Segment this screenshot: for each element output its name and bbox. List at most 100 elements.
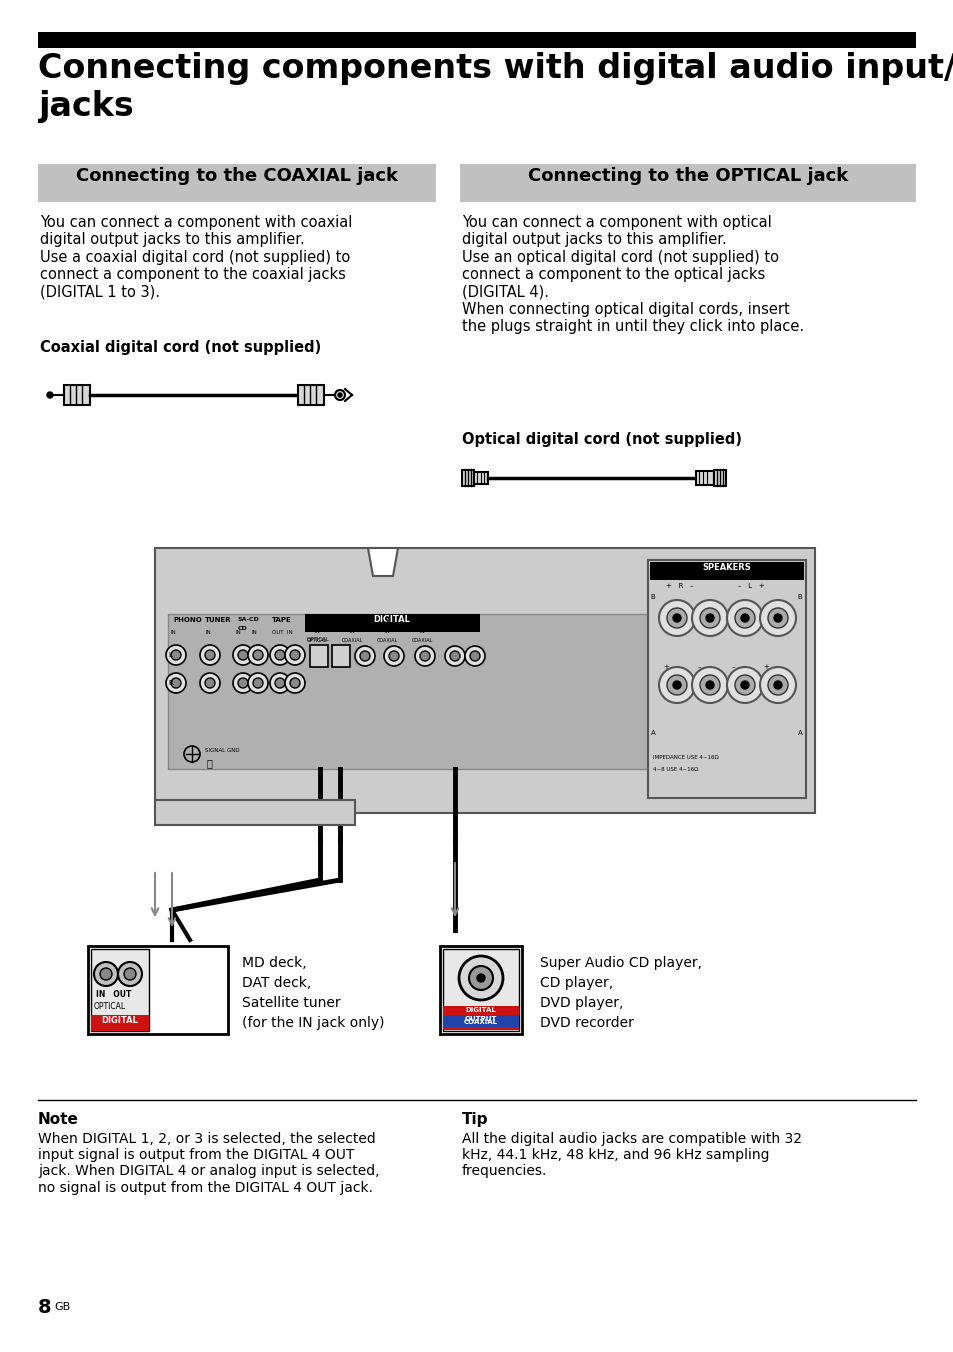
Circle shape bbox=[726, 667, 762, 703]
Circle shape bbox=[124, 968, 136, 980]
Text: SA-CD: SA-CD bbox=[237, 617, 259, 622]
Circle shape bbox=[270, 645, 290, 665]
Text: IN   OUT: IN OUT bbox=[96, 990, 132, 999]
Text: OPTICAL: OPTICAL bbox=[94, 1002, 126, 1011]
Bar bbox=[461, 470, 474, 485]
Text: 3: 3 bbox=[349, 617, 355, 626]
Circle shape bbox=[700, 608, 720, 627]
Circle shape bbox=[47, 392, 53, 397]
Circle shape bbox=[666, 608, 686, 627]
Circle shape bbox=[237, 677, 248, 688]
Text: IN: IN bbox=[205, 630, 211, 635]
Text: jacks: jacks bbox=[38, 91, 133, 123]
Circle shape bbox=[233, 645, 253, 665]
Circle shape bbox=[740, 681, 748, 690]
Text: IN: IN bbox=[251, 630, 256, 635]
Bar bbox=[38, 164, 436, 201]
Circle shape bbox=[270, 673, 290, 694]
Text: IN: IN bbox=[234, 630, 240, 635]
Text: –   L   +: – L + bbox=[738, 583, 764, 589]
Circle shape bbox=[469, 965, 493, 990]
Text: Connecting to the COAXIAL jack: Connecting to the COAXIAL jack bbox=[76, 168, 397, 185]
Bar bbox=[713, 470, 725, 485]
Text: Tip: Tip bbox=[461, 1111, 488, 1128]
Text: You can connect a component with optical
digital output jacks to this amplifier.: You can connect a component with optical… bbox=[461, 215, 803, 334]
Circle shape bbox=[248, 645, 268, 665]
Bar bbox=[168, 614, 647, 769]
Circle shape bbox=[205, 650, 214, 660]
Text: COAXIAL: COAXIAL bbox=[375, 638, 397, 644]
Text: IMPEDANCE USE 4~16Ω: IMPEDANCE USE 4~16Ω bbox=[652, 754, 718, 760]
Text: B: B bbox=[650, 594, 655, 600]
Text: IN: IN bbox=[170, 630, 175, 635]
Circle shape bbox=[237, 650, 248, 660]
Bar bbox=[64, 385, 90, 406]
Circle shape bbox=[672, 681, 680, 690]
Circle shape bbox=[355, 646, 375, 667]
Text: 8: 8 bbox=[38, 1298, 51, 1317]
Circle shape bbox=[767, 608, 787, 627]
Circle shape bbox=[415, 646, 435, 667]
Text: SIGNAL GND: SIGNAL GND bbox=[205, 748, 239, 753]
Text: MD deck,: MD deck, bbox=[242, 956, 306, 969]
Text: OUT   IN: OUT IN bbox=[307, 627, 329, 633]
Circle shape bbox=[118, 963, 142, 986]
Circle shape bbox=[337, 393, 341, 397]
Circle shape bbox=[384, 646, 403, 667]
Bar bbox=[474, 472, 488, 484]
Bar bbox=[439, 946, 521, 1034]
Text: A: A bbox=[797, 730, 801, 735]
Circle shape bbox=[94, 963, 118, 986]
Bar bbox=[332, 645, 350, 667]
Text: A: A bbox=[650, 730, 655, 735]
Circle shape bbox=[476, 973, 484, 982]
Circle shape bbox=[274, 677, 285, 688]
Circle shape bbox=[253, 677, 263, 688]
Text: (for the IN jack only): (for the IN jack only) bbox=[242, 1015, 384, 1030]
Bar bbox=[91, 1015, 149, 1032]
Bar bbox=[297, 385, 324, 406]
Text: OPTICAL: OPTICAL bbox=[307, 637, 330, 642]
Circle shape bbox=[335, 389, 345, 400]
Text: Super Audio CD player,: Super Audio CD player, bbox=[539, 956, 701, 969]
Text: +: + bbox=[762, 664, 768, 671]
Text: OUT  IN: OUT IN bbox=[272, 630, 293, 635]
Circle shape bbox=[285, 673, 305, 694]
Circle shape bbox=[290, 650, 299, 660]
Bar bbox=[154, 548, 814, 813]
Circle shape bbox=[705, 614, 713, 622]
Bar bbox=[38, 32, 915, 49]
Text: PHONO: PHONO bbox=[172, 617, 201, 623]
Bar bbox=[310, 645, 328, 667]
Circle shape bbox=[285, 645, 305, 665]
Circle shape bbox=[734, 675, 754, 695]
Text: IN: IN bbox=[384, 629, 390, 634]
Text: 4: 4 bbox=[314, 617, 319, 626]
Text: 2: 2 bbox=[384, 617, 389, 626]
Circle shape bbox=[419, 652, 430, 661]
Bar bbox=[154, 800, 355, 825]
Text: Connecting components with digital audio input/output: Connecting components with digital audio… bbox=[38, 51, 953, 85]
Circle shape bbox=[166, 673, 186, 694]
Text: +: + bbox=[662, 664, 668, 671]
Circle shape bbox=[705, 681, 713, 690]
Text: Note: Note bbox=[38, 1111, 79, 1128]
Circle shape bbox=[740, 614, 748, 622]
Text: Satellite tuner: Satellite tuner bbox=[242, 996, 340, 1010]
Text: IN: IN bbox=[314, 629, 319, 634]
Text: COAXIAL: COAXIAL bbox=[463, 1019, 497, 1025]
Circle shape bbox=[773, 681, 781, 690]
Circle shape bbox=[205, 677, 214, 688]
Text: L: L bbox=[168, 652, 172, 658]
Text: OUTPUT: OUTPUT bbox=[464, 1015, 497, 1022]
Circle shape bbox=[450, 652, 459, 661]
Circle shape bbox=[767, 675, 787, 695]
Text: GB: GB bbox=[54, 1302, 71, 1311]
Circle shape bbox=[464, 646, 484, 667]
Circle shape bbox=[726, 600, 762, 635]
Text: 1: 1 bbox=[419, 617, 424, 626]
Circle shape bbox=[659, 600, 695, 635]
Circle shape bbox=[470, 652, 479, 661]
Text: TUNER: TUNER bbox=[205, 617, 232, 623]
Text: CD player,: CD player, bbox=[539, 976, 613, 990]
